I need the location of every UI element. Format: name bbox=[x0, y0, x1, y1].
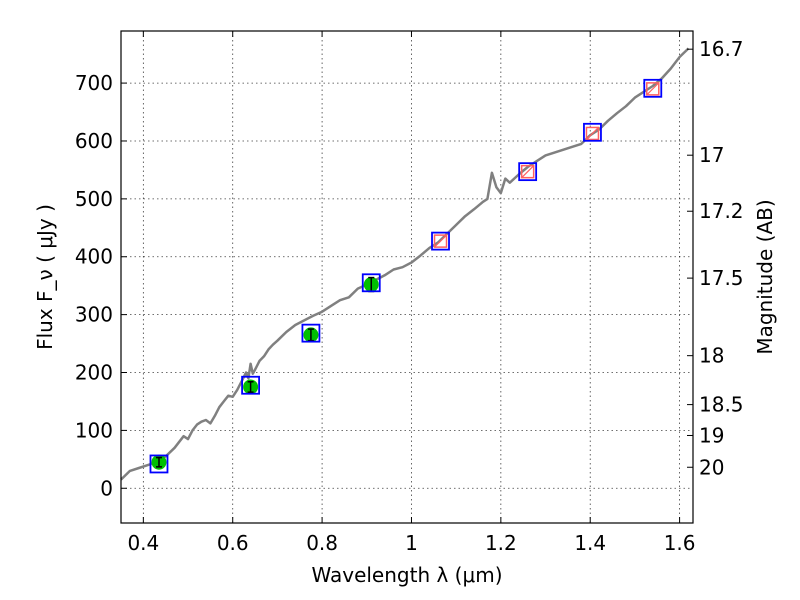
x-tick-label: 1.4 bbox=[574, 531, 606, 555]
y-tick-label: 500 bbox=[75, 187, 113, 211]
spectrum-line bbox=[120, 47, 690, 481]
nir-point bbox=[433, 234, 448, 248]
nir-point bbox=[520, 164, 535, 179]
right-tick-label: 18.5 bbox=[699, 393, 744, 417]
y-tick-label: 600 bbox=[75, 129, 113, 153]
y-axis-title: Flux F_ν ( μJy ) bbox=[33, 204, 57, 350]
right-tick-label: 19 bbox=[699, 423, 724, 447]
y-tick-label: 700 bbox=[75, 71, 113, 95]
right-tick-label: 18 bbox=[699, 344, 724, 368]
y-tick-label: 100 bbox=[75, 418, 113, 442]
x-axis-title: Wavelength λ (μm) bbox=[311, 563, 502, 587]
axis-ticks: 0.4 0.6 0.8 1 1.2 1.4 1.6 0 100 200 300 400 500 600 70… bbox=[75, 31, 744, 555]
x-tick-label: 1 bbox=[405, 531, 418, 555]
nir-point-diagonal bbox=[434, 234, 447, 248]
y-tick-label: 200 bbox=[75, 361, 113, 385]
nir-point-diagonal bbox=[586, 127, 599, 140]
model-box bbox=[431, 231, 450, 251]
y-tick-label: 0 bbox=[100, 476, 113, 500]
x-tick-label: 0.6 bbox=[217, 531, 249, 555]
plot-frame bbox=[120, 30, 694, 524]
model-box bbox=[583, 122, 602, 142]
x-tick-label: 0.8 bbox=[306, 531, 338, 555]
nir-point-diagonal bbox=[646, 82, 660, 96]
y-tick-label: 300 bbox=[75, 303, 113, 327]
x-tick-label: 0.4 bbox=[127, 531, 159, 555]
nir-point bbox=[585, 126, 600, 141]
right-tick-label: 17.2 bbox=[699, 199, 744, 223]
photometry-markers bbox=[149, 78, 663, 474]
model-box bbox=[518, 162, 538, 182]
x-tick-label: 1.6 bbox=[664, 531, 696, 555]
right-axis-title: Magnitude (AB) bbox=[753, 199, 777, 354]
grid-lines bbox=[121, 31, 693, 523]
model-box bbox=[301, 323, 321, 343]
right-tick-label: 16.7 bbox=[699, 37, 744, 61]
y-tick-label: 400 bbox=[75, 245, 113, 269]
model-box bbox=[149, 454, 169, 474]
nir-point bbox=[646, 82, 660, 96]
model-box bbox=[361, 273, 381, 293]
spectrum-series bbox=[120, 47, 690, 481]
right-tick-label: 17.5 bbox=[699, 266, 744, 290]
model-box bbox=[241, 375, 260, 395]
nir-point-diagonal bbox=[521, 165, 535, 179]
right-tick-label: 20 bbox=[699, 455, 724, 479]
model-box bbox=[643, 78, 663, 98]
right-tick-label: 17 bbox=[699, 143, 724, 167]
x-tick-label: 1.2 bbox=[485, 531, 517, 555]
